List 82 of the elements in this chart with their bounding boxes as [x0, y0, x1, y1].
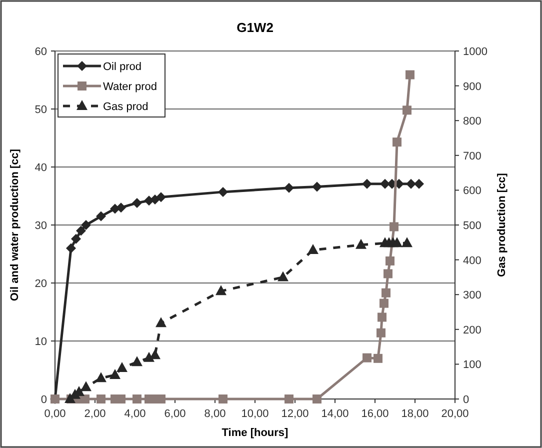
point — [380, 178, 390, 189]
x-tick-label: 0,00 — [44, 408, 66, 420]
point — [312, 182, 322, 192]
x-tick-label: 14,00 — [321, 408, 349, 420]
point — [116, 362, 128, 372]
point — [376, 328, 386, 338]
y2-tick-label: 700 — [463, 150, 482, 162]
x-tick-label: 20,00 — [441, 408, 469, 420]
point — [132, 198, 142, 208]
x-tick-label: 16,00 — [361, 408, 389, 420]
y-tick-label: 20 — [34, 278, 47, 290]
y2-tick-label: 800 — [463, 116, 482, 128]
point — [156, 192, 166, 202]
point — [392, 138, 402, 147]
y2-tick-label: 200 — [463, 324, 482, 336]
x-tick-label: 10,00 — [241, 408, 269, 420]
y2-tick-label: 100 — [463, 359, 482, 372]
point — [218, 394, 228, 404]
point — [80, 381, 92, 392]
point — [390, 222, 398, 232]
x-tick-label: 2,00 — [84, 408, 106, 420]
y-tick-label: 60 — [34, 46, 47, 58]
point — [382, 288, 390, 298]
point — [71, 234, 81, 244]
point — [132, 356, 142, 366]
point — [362, 178, 372, 189]
point — [66, 243, 76, 254]
point — [414, 178, 424, 189]
point — [218, 186, 228, 197]
y2-tick-label: 0 — [463, 394, 470, 406]
y2-axis-title: Gas production [cc] — [496, 172, 508, 277]
point — [392, 237, 402, 248]
point — [386, 256, 394, 266]
point — [96, 211, 106, 222]
point — [312, 394, 322, 404]
point — [132, 394, 142, 404]
point — [308, 244, 318, 254]
y2-tick-label: 600 — [463, 185, 482, 198]
point — [406, 178, 416, 189]
x-tick-label: 18,00 — [401, 408, 429, 420]
x-tick-label: 8,00 — [204, 408, 226, 420]
x-tick-label: 12,00 — [281, 408, 309, 420]
point — [76, 226, 86, 236]
legend-label: Water prod — [103, 81, 158, 93]
y2-tick-label: 1000 — [463, 46, 488, 58]
y-tick-label: 40 — [34, 162, 47, 174]
chart-title: G1W2 — [236, 20, 274, 35]
legend-label: Oil prod — [103, 61, 142, 73]
point — [284, 394, 294, 404]
y-axis-title: Oil and water production [cc] — [9, 148, 21, 302]
point — [96, 394, 106, 404]
y-tick-label: 50 — [34, 104, 47, 116]
point — [374, 354, 382, 363]
point — [116, 202, 126, 213]
point — [150, 349, 160, 360]
point — [378, 312, 386, 322]
point — [81, 220, 91, 230]
point — [144, 352, 154, 362]
point — [402, 106, 412, 115]
y2-tick-label: 900 — [463, 80, 482, 93]
point — [216, 285, 226, 296]
point — [384, 269, 392, 278]
y2-tick-label: 400 — [463, 254, 482, 267]
y2-tick-label: 500 — [463, 220, 482, 232]
point — [284, 182, 294, 193]
point — [96, 372, 106, 382]
y-tick-label: 10 — [34, 336, 47, 348]
point — [278, 271, 288, 282]
x-tick-label: 4,00 — [124, 408, 146, 420]
point — [356, 238, 366, 249]
x-axis-title: Time [hours] — [222, 427, 289, 439]
point — [362, 353, 372, 362]
legend-label: Gas prod — [103, 101, 148, 113]
point — [380, 298, 388, 308]
x-tick-label: 6,00 — [164, 408, 186, 420]
point — [110, 368, 120, 379]
point — [406, 70, 414, 80]
point — [156, 317, 166, 328]
y2-tick-label: 300 — [463, 290, 482, 302]
y-tick-label: 0 — [40, 394, 47, 406]
y-tick-label: 30 — [34, 220, 47, 232]
point — [402, 237, 412, 248]
